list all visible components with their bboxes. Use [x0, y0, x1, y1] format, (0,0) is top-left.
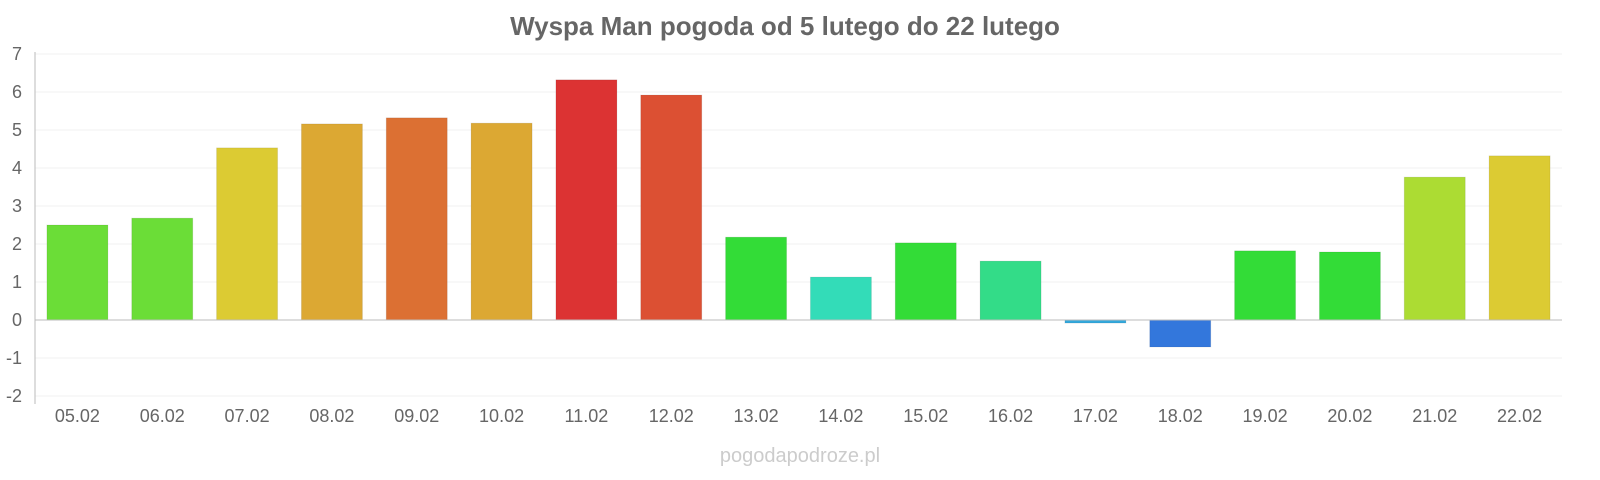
- x-tick-label: 19.02: [1243, 406, 1288, 426]
- x-tick-label: 05.02: [55, 406, 100, 426]
- x-tick-label: 08.02: [309, 406, 354, 426]
- x-tick-label: 21.02: [1412, 406, 1457, 426]
- bar-07.02[interactable]: [216, 147, 279, 321]
- y-tick-label: -1: [6, 348, 22, 368]
- x-tick-label: 10.02: [479, 406, 524, 426]
- bar-22.02[interactable]: [1488, 155, 1551, 321]
- bar-13.02[interactable]: [725, 236, 788, 321]
- bar-20.02[interactable]: [1318, 251, 1381, 321]
- x-tick-label: 15.02: [903, 406, 948, 426]
- x-tick-label: 16.02: [988, 406, 1033, 426]
- y-tick-label: 6: [12, 82, 22, 102]
- bar-18.02[interactable]: [1149, 319, 1212, 348]
- y-tick-label: 7: [12, 44, 22, 64]
- bar-15.02[interactable]: [894, 242, 957, 321]
- bar-09.02[interactable]: [385, 117, 448, 321]
- bar-19.02[interactable]: [1234, 250, 1297, 321]
- bar-06.02[interactable]: [131, 217, 194, 321]
- bar-05.02[interactable]: [46, 224, 109, 321]
- x-tick-label: 13.02: [734, 406, 779, 426]
- y-tick-label: 1: [12, 272, 22, 292]
- y-tick-label: 0: [12, 310, 22, 330]
- bar-12.02[interactable]: [640, 94, 703, 321]
- y-tick-label: 3: [12, 196, 22, 216]
- y-tick-label: 4: [12, 158, 22, 178]
- bar-14.02[interactable]: [809, 276, 872, 321]
- x-tick-label: 17.02: [1073, 406, 1118, 426]
- bar-11.02[interactable]: [555, 79, 618, 321]
- y-tick-label: -2: [6, 386, 22, 406]
- x-tick-label: 14.02: [818, 406, 863, 426]
- y-tick-label: 5: [12, 120, 22, 140]
- bar-16.02[interactable]: [979, 260, 1042, 321]
- x-tick-label: 07.02: [225, 406, 270, 426]
- bar-10.02[interactable]: [470, 122, 533, 321]
- x-tick-label: 18.02: [1158, 406, 1203, 426]
- x-tick-label: 12.02: [649, 406, 694, 426]
- x-tick-label: 06.02: [140, 406, 185, 426]
- x-tick-label: 09.02: [394, 406, 439, 426]
- x-tick-label: 11.02: [565, 406, 609, 426]
- x-tick-label: 22.02: [1497, 406, 1542, 426]
- x-tick-label: 20.02: [1327, 406, 1372, 426]
- bar-21.02[interactable]: [1403, 176, 1466, 321]
- chart-title: Wyspa Man pogoda od 5 lutego do 22 luteg…: [510, 11, 1060, 41]
- watermark: pogodapodroze.pl: [720, 445, 880, 467]
- y-tick-label: 2: [12, 234, 22, 254]
- bar-08.02[interactable]: [300, 123, 363, 321]
